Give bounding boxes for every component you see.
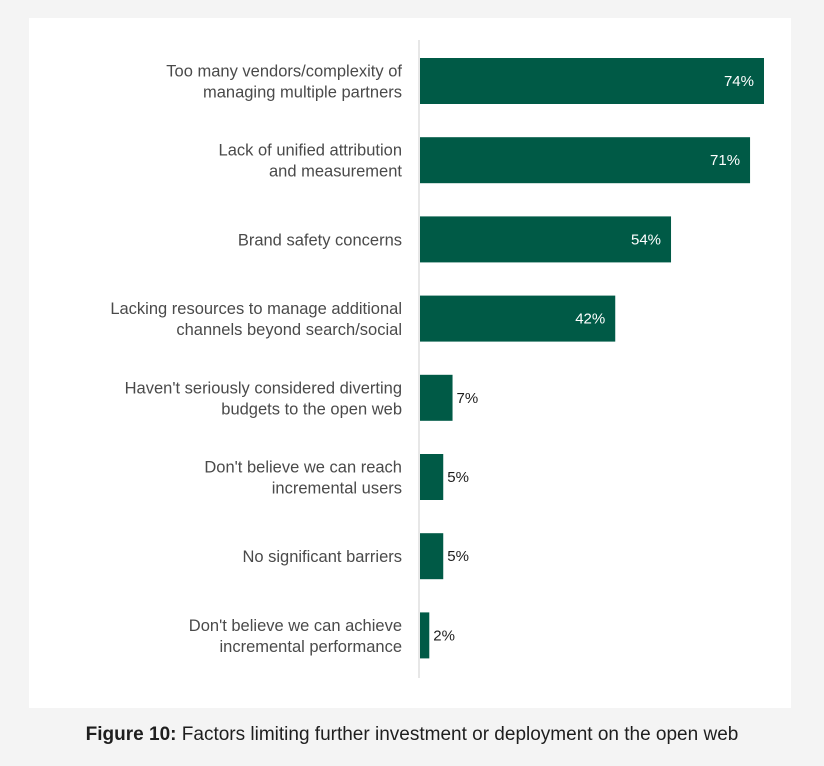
data-label: 5% xyxy=(447,469,469,486)
data-label: 54% xyxy=(631,231,661,248)
category-label: Haven't seriously considered diverting xyxy=(125,379,402,397)
bar xyxy=(420,374,453,421)
category-label: managing multiple partners xyxy=(203,84,402,102)
data-label: 74% xyxy=(724,73,754,90)
bar xyxy=(420,612,430,659)
bar xyxy=(420,454,444,500)
bar xyxy=(420,216,672,263)
bar xyxy=(420,58,764,104)
category-label: No significant barriers xyxy=(242,548,402,566)
data-label: 2% xyxy=(433,627,455,644)
category-label: Lack of unified attribution xyxy=(219,142,402,160)
figure-caption-text: Factors limiting further investment or d… xyxy=(181,724,739,745)
category-label: and measurement xyxy=(269,163,402,181)
data-label: 5% xyxy=(447,548,469,565)
chart-card: Too many vendors/complexity of managing m… xyxy=(29,18,791,708)
category-label: incremental users xyxy=(272,480,402,498)
bar xyxy=(420,137,751,184)
data-label: 42% xyxy=(575,311,605,328)
category-label: Too many vendors/complexity of xyxy=(166,63,402,81)
category-label: Don't believe we can reach xyxy=(204,459,402,477)
bar-chart: Too many vendors/complexity of managing m… xyxy=(110,40,764,678)
category-label: budgets to the open web xyxy=(221,400,402,418)
data-label: 7% xyxy=(457,390,479,407)
category-label: channels beyond search/social xyxy=(176,321,402,339)
category-label: incremental performance xyxy=(220,638,403,656)
category-label: Don't believe we can achieve xyxy=(189,617,402,635)
category-label: Brand safety concerns xyxy=(238,231,402,249)
figure-caption: Figure 10: Factors limiting further inve… xyxy=(0,724,824,746)
bar xyxy=(420,533,444,580)
bar xyxy=(420,295,616,342)
data-label: 71% xyxy=(710,152,740,169)
figure-caption-label: Figure 10: xyxy=(85,724,177,745)
category-label: Lacking resources to manage additional xyxy=(110,300,402,318)
